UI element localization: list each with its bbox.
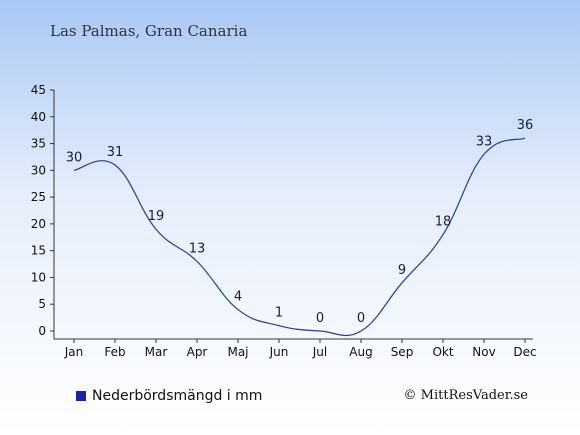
y-tick-label: 15 (31, 244, 46, 258)
data-label: 0 (316, 311, 324, 326)
x-tick-label: Okt (432, 345, 453, 359)
y-tick-label: 10 (31, 270, 46, 284)
x-tick-label: Jun (269, 345, 289, 359)
chart-title: Las Palmas, Gran Canaria (50, 22, 248, 40)
x-tick-label: Mar (145, 345, 168, 359)
x-tick-label: Maj (227, 345, 248, 359)
x-tick-label: Dec (513, 345, 536, 359)
y-tick-label: 35 (31, 137, 46, 151)
x-tick-label: Jul (312, 345, 327, 359)
y-tick-label: 25 (31, 190, 46, 204)
data-label: 18 (435, 215, 452, 230)
y-tick-label: 0 (38, 324, 46, 338)
x-tick-label: Jan (64, 345, 84, 359)
x-tick-label: Aug (349, 345, 372, 359)
x-tick-label: Nov (472, 345, 495, 359)
data-label: 33 (476, 134, 493, 149)
data-label: 36 (517, 118, 534, 133)
data-label: 9 (398, 263, 406, 278)
y-tick-label: 20 (31, 217, 46, 231)
precipitation-line (73, 137, 526, 337)
data-label: 19 (148, 209, 165, 224)
legend-swatch (76, 391, 86, 401)
x-tick-label: Sep (391, 345, 414, 359)
x-tick-label: Feb (104, 345, 125, 359)
data-label: 1 (275, 306, 283, 321)
data-label: 31 (107, 145, 124, 160)
legend-label: Nederbördsmängd i mm (92, 388, 263, 404)
legend: Nederbördsmängd i mm (76, 388, 262, 404)
data-label: 13 (189, 241, 206, 256)
y-tick-label: 30 (31, 163, 46, 177)
x-tick-label: Apr (187, 345, 208, 359)
data-label: 30 (66, 150, 83, 165)
data-label: 0 (357, 311, 365, 326)
y-tick-label: 40 (31, 110, 46, 124)
data-label: 4 (234, 290, 242, 305)
credit-text: © MittResVader.se (403, 388, 528, 403)
y-tick-label: 45 (31, 83, 46, 97)
y-tick-label: 5 (38, 297, 46, 311)
